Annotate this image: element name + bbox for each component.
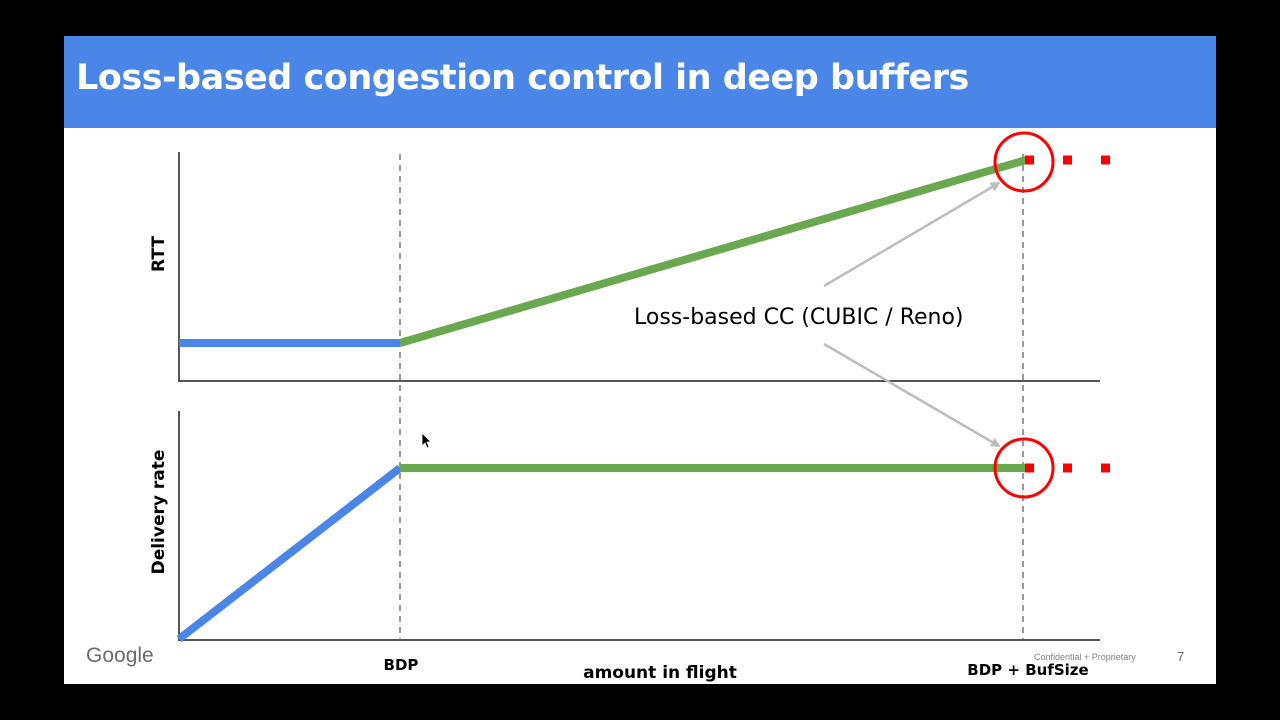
x-tick-bdp-bufsize: BDP + BufSize [967, 661, 1088, 679]
x-tick-bdp: BDP [384, 656, 419, 674]
page-number: 7 [1177, 649, 1185, 664]
slide-title: Loss-based congestion control in deep bu… [76, 58, 969, 98]
x-axis-label: amount in flight [583, 663, 737, 683]
delivery-rising-segment [176, 464, 403, 643]
delivery-loss-marker [993, 437, 1055, 499]
annotation-arrow-rtt [823, 181, 1001, 288]
mouse-cursor-icon [421, 432, 432, 449]
congestion-diagram: Loss-based CC (CUBIC / Reno) RTT Deliver… [149, 131, 1110, 683]
title-bar: Loss-based congestion control in deep bu… [64, 36, 1216, 128]
annotation-arrow-delivery [823, 342, 1001, 448]
rtt-rising-segment [398, 156, 1028, 347]
annotation-label: Loss-based CC (CUBIC / Reno) [634, 305, 964, 330]
slide: Loss-based congestion control in deep bu… [64, 36, 1216, 684]
rtt-loss-marker [993, 131, 1055, 193]
confidential-notice: Confidential + Proprietary [1034, 652, 1136, 662]
delivery-axis-label: Delivery rate [149, 450, 169, 575]
rtt-axis-label: RTT [149, 236, 169, 272]
google-logo: Google [86, 644, 154, 667]
